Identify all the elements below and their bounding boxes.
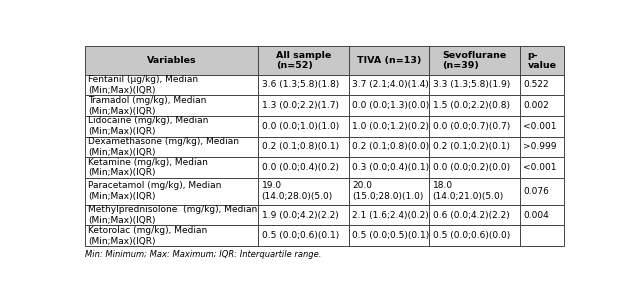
Bar	[349, 137, 429, 157]
Bar	[349, 95, 429, 116]
Bar	[520, 75, 564, 95]
Bar	[85, 95, 258, 116]
Bar	[258, 46, 349, 75]
Bar	[85, 225, 258, 246]
Text: Fentanil (μg/kg), Median
(Min;Max)(IQR): Fentanil (μg/kg), Median (Min;Max)(IQR)	[88, 75, 198, 95]
Text: 2.1 (1.6;2.4)(0.2): 2.1 (1.6;2.4)(0.2)	[352, 211, 429, 220]
Bar	[520, 95, 564, 116]
Text: 0.076: 0.076	[523, 187, 549, 196]
Bar	[520, 178, 564, 205]
Bar	[429, 46, 520, 75]
Text: Sevoflurane
(n=39): Sevoflurane (n=39)	[442, 51, 507, 70]
Bar	[85, 157, 258, 178]
Bar	[349, 225, 429, 246]
Text: 0.004: 0.004	[523, 211, 549, 220]
Text: Ketorolac (mg/kg), Median
(Min;Max)(IQR): Ketorolac (mg/kg), Median (Min;Max)(IQR)	[88, 226, 208, 246]
Text: 0.522: 0.522	[523, 80, 549, 89]
Text: 0.2 (0.1;0.8)(0.0): 0.2 (0.1;0.8)(0.0)	[352, 142, 430, 151]
Text: Tramadol (mg/kg), Median
(Min;Max)(IQR): Tramadol (mg/kg), Median (Min;Max)(IQR)	[88, 96, 206, 115]
Text: 0.002: 0.002	[523, 101, 549, 110]
Bar	[85, 46, 258, 75]
Text: 1.5 (0.0;2.2)(0.8): 1.5 (0.0;2.2)(0.8)	[433, 101, 510, 110]
Text: Methylprednisolone  (mg/kg), Median
(Min;Max)(IQR): Methylprednisolone (mg/kg), Median (Min;…	[88, 205, 257, 225]
Text: 19.0
(14.0;28.0)(5.0): 19.0 (14.0;28.0)(5.0)	[262, 181, 333, 201]
Text: <0.001: <0.001	[523, 163, 557, 172]
Text: 0.0 (0.0;1.0)(1.0): 0.0 (0.0;1.0)(1.0)	[262, 122, 339, 131]
Bar	[85, 205, 258, 225]
Text: 18.0
(14.0;21.0)(5.0): 18.0 (14.0;21.0)(5.0)	[433, 181, 504, 201]
Text: p-
value: p- value	[528, 51, 557, 70]
Bar	[429, 157, 520, 178]
Bar	[258, 157, 349, 178]
Bar	[520, 157, 564, 178]
Bar	[429, 225, 520, 246]
Bar	[429, 205, 520, 225]
Text: >0.999: >0.999	[523, 142, 557, 151]
Text: <0.001: <0.001	[523, 122, 557, 131]
Bar	[349, 46, 429, 75]
Text: 3.3 (1.3;5.8)(1.9): 3.3 (1.3;5.8)(1.9)	[433, 80, 510, 89]
Text: 0.2 (0.1;0.8)(0.1): 0.2 (0.1;0.8)(0.1)	[262, 142, 339, 151]
Text: 0.5 (0.0;0.5)(0.1): 0.5 (0.0;0.5)(0.1)	[352, 231, 430, 240]
Bar	[258, 75, 349, 95]
Bar	[85, 178, 258, 205]
Bar	[85, 75, 258, 95]
Text: Min: Minimum; Max: Maximum; IQR: Interquartile range.: Min: Minimum; Max: Maximum; IQR: Interqu…	[85, 250, 321, 258]
Text: All sample
(n=52): All sample (n=52)	[276, 51, 331, 70]
Bar	[85, 116, 258, 137]
Bar	[429, 75, 520, 95]
Bar	[258, 137, 349, 157]
Bar	[258, 116, 349, 137]
Bar	[258, 225, 349, 246]
Text: 0.3 (0.0;0.4)(0.1): 0.3 (0.0;0.4)(0.1)	[352, 163, 430, 172]
Text: 1.0 (0.0;1.2)(0.2): 1.0 (0.0;1.2)(0.2)	[352, 122, 430, 131]
Bar	[85, 137, 258, 157]
Bar	[349, 75, 429, 95]
Bar	[349, 205, 429, 225]
Bar	[258, 178, 349, 205]
Text: 0.5 (0.0;0.6)(0.0): 0.5 (0.0;0.6)(0.0)	[433, 231, 510, 240]
Bar	[429, 116, 520, 137]
Bar	[349, 116, 429, 137]
Bar	[520, 205, 564, 225]
Bar	[349, 157, 429, 178]
Text: 3.6 (1.3;5.8)(1.8): 3.6 (1.3;5.8)(1.8)	[262, 80, 339, 89]
Text: Dexamethasone (mg/kg), Median
(Min;Max)(IQR): Dexamethasone (mg/kg), Median (Min;Max)(…	[88, 137, 239, 157]
Text: 0.0 (0.0;0.2)(0.0): 0.0 (0.0;0.2)(0.0)	[433, 163, 510, 172]
Text: Ketamine (mg/kg), Median
(Min;Max)(IQR): Ketamine (mg/kg), Median (Min;Max)(IQR)	[88, 158, 208, 177]
Text: Paracetamol (mg/kg), Median
(Min;Max)(IQR): Paracetamol (mg/kg), Median (Min;Max)(IQ…	[88, 181, 221, 201]
Text: 3.7 (2.1;4.0)(1.4): 3.7 (2.1;4.0)(1.4)	[352, 80, 429, 89]
Bar	[349, 178, 429, 205]
Text: 0.5 (0.0;0.6)(0.1): 0.5 (0.0;0.6)(0.1)	[262, 231, 339, 240]
Text: Lidocaine (mg/kg), Median
(Min;Max)(IQR): Lidocaine (mg/kg), Median (Min;Max)(IQR)	[88, 116, 208, 136]
Text: 0.0 (0.0;0.4)(0.2): 0.0 (0.0;0.4)(0.2)	[262, 163, 339, 172]
Text: 0.0 (0.0;1.3)(0.0): 0.0 (0.0;1.3)(0.0)	[352, 101, 430, 110]
Bar	[520, 116, 564, 137]
Text: 1.3 (0.0;2.2)(1.7): 1.3 (0.0;2.2)(1.7)	[262, 101, 339, 110]
Text: TIVA (n=13): TIVA (n=13)	[357, 56, 422, 65]
Bar	[429, 137, 520, 157]
Bar	[520, 137, 564, 157]
Bar	[258, 95, 349, 116]
Text: 20.0
(15.0;28.0)(1.0): 20.0 (15.0;28.0)(1.0)	[352, 181, 424, 201]
Text: 0.2 (0.1;0.2)(0.1): 0.2 (0.1;0.2)(0.1)	[433, 142, 510, 151]
Text: 0.6 (0.0;4.2)(2.2): 0.6 (0.0;4.2)(2.2)	[433, 211, 509, 220]
Text: 0.0 (0.0;0.7)(0.7): 0.0 (0.0;0.7)(0.7)	[433, 122, 510, 131]
Text: 1.9 (0.0;4.2)(2.2): 1.9 (0.0;4.2)(2.2)	[262, 211, 338, 220]
Bar	[520, 225, 564, 246]
Text: Variables: Variables	[147, 56, 196, 65]
Bar	[258, 205, 349, 225]
Bar	[520, 46, 564, 75]
Bar	[429, 178, 520, 205]
Bar	[429, 95, 520, 116]
